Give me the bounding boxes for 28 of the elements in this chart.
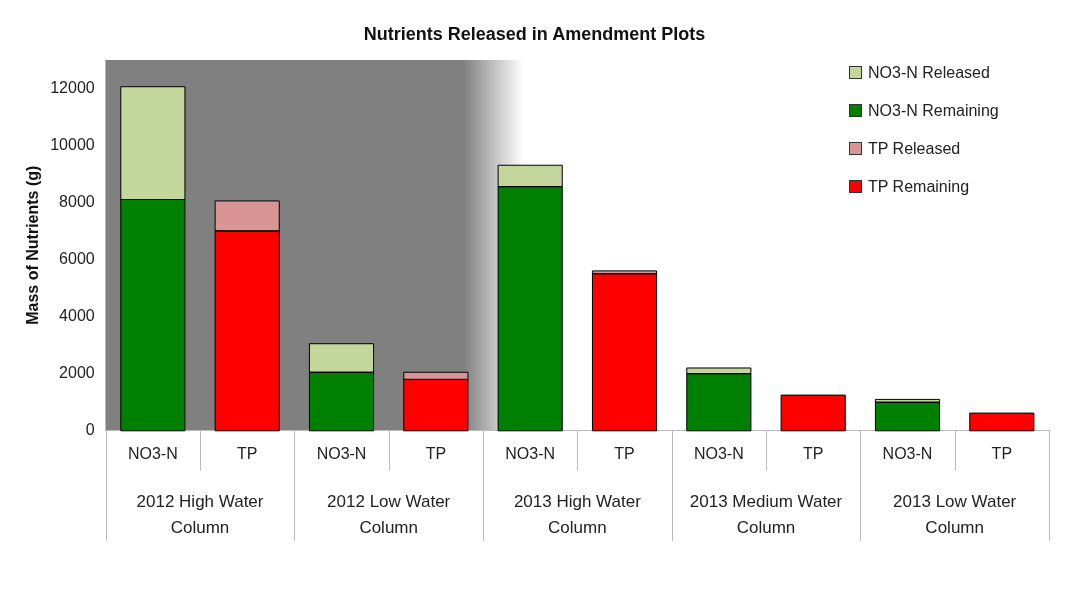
legend-label: NO3-N Released	[868, 63, 990, 82]
y-tick-label: 0	[85, 421, 95, 439]
legend-label: TP Remaining	[868, 177, 970, 196]
text: 2013 High Water Column	[513, 491, 642, 537]
y-tick-label: 12000	[50, 78, 95, 96]
legend-label: NO3-N Remaining	[868, 101, 999, 120]
y-tick-label: 4000	[59, 306, 95, 324]
y-tick-label: 10000	[50, 135, 95, 153]
y-tick-label: 2000	[59, 364, 95, 382]
legend-label: TP Released	[868, 139, 961, 158]
text: 2013 Medium Water Column	[689, 491, 843, 537]
y-tick-label: 6000	[59, 249, 95, 267]
text: 2012 Low Water Column	[327, 491, 451, 537]
x-tick-label: NO3-N	[693, 444, 744, 462]
x-tick-label: TP	[802, 444, 824, 462]
x-tick-label: TP	[425, 444, 447, 462]
x-tick-label: NO3-N	[882, 444, 933, 462]
x-tick-label: TP	[991, 444, 1013, 462]
text: 2013 Low Water Column	[893, 491, 1017, 537]
text: 2012 High Water Column	[136, 491, 264, 537]
y-axis-title: Mass of Nutrients (g)	[24, 165, 42, 325]
x-tick-label: NO3-N	[316, 444, 367, 462]
x-tick-label: TP	[614, 444, 635, 462]
x-tick-label: NO3-N	[505, 444, 556, 462]
x-tick-label: NO3-N	[127, 444, 178, 462]
chart-title: Nutrients Released in Amendment Plots	[363, 23, 706, 44]
x-tick-label: TP	[236, 444, 258, 462]
y-tick-label: 8000	[59, 192, 95, 210]
